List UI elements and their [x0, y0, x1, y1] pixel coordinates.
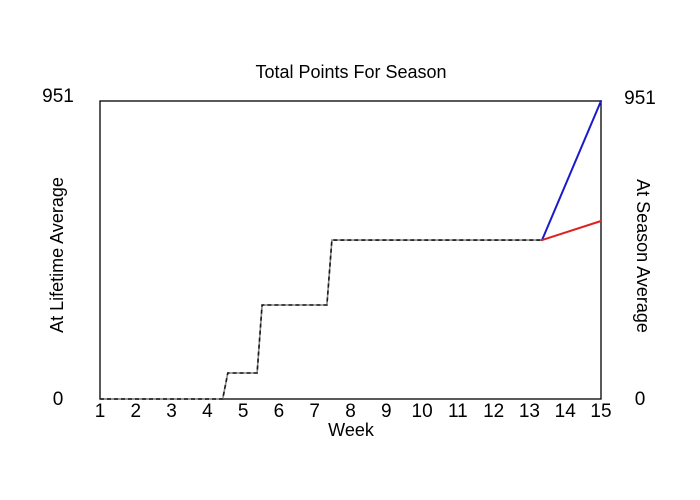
x-axis-label: Week [328, 420, 375, 440]
x-tick-label: 4 [202, 401, 213, 422]
right-y-tick-max: 951 [624, 88, 656, 109]
series-line-2 [541, 220, 602, 242]
x-tick-label: 8 [345, 401, 356, 422]
plot-border [99, 100, 602, 400]
x-tick-label: 7 [309, 401, 320, 422]
x-tick-label: 15 [590, 401, 611, 422]
x-tick-label: 3 [166, 401, 177, 422]
left-y-tick-min: 0 [53, 389, 64, 410]
x-tick-label: 1 [95, 401, 106, 422]
series-lines [100, 100, 602, 400]
x-tick-label: 5 [238, 401, 249, 422]
chart-title: Total Points For Season [255, 62, 446, 82]
x-tick-label: 14 [555, 401, 577, 422]
right-axis-label: At Season Average [633, 179, 653, 333]
x-tick-label: 12 [483, 401, 504, 422]
left-y-tick-max: 951 [42, 86, 74, 107]
x-tick-label: 9 [381, 401, 392, 422]
x-tick-label: 2 [130, 401, 141, 422]
x-tick-label: 13 [519, 401, 540, 422]
series-line-0-base [100, 239, 542, 400]
plot-frame [99, 100, 602, 400]
x-tick-label: 10 [412, 401, 433, 422]
x-tick-label: 11 [448, 401, 468, 422]
x-tick-label: 6 [274, 401, 285, 422]
series-line-0-dash [100, 239, 542, 400]
x-tick-labels: 1 2 3 4 5 6 7 8 9 10 11 12 13 14 15 [95, 401, 612, 422]
series-line-1 [541, 100, 602, 242]
right-y-tick-min: 0 [635, 389, 646, 410]
left-axis-label: At Lifetime Average [47, 177, 67, 333]
